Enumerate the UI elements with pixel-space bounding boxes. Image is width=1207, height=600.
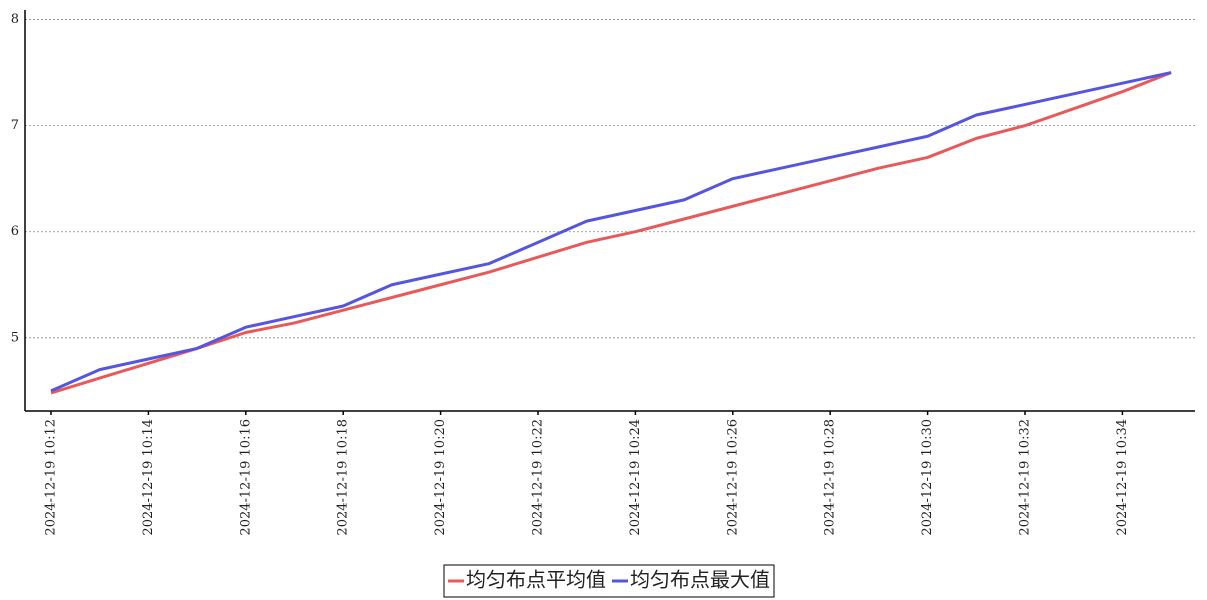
legend-label: 均匀布点最大值 (630, 568, 770, 592)
series-line (50, 71, 1172, 393)
series-line (50, 71, 1172, 395)
y-tick-label: 8 (11, 12, 19, 27)
legend-label: 均匀布点平均值 (466, 568, 606, 592)
x-tick-label: 2024-12-19 10:26 (725, 419, 740, 536)
x-tick-label: 2024-12-19 10:30 (920, 419, 935, 536)
x-tick-label: 2024-12-19 10:34 (1115, 419, 1130, 536)
x-tick-label: 2024-12-19 10:28 (823, 419, 838, 536)
x-tick-label: 2024-12-19 10:24 (628, 419, 643, 536)
x-tick-label: 2024-12-19 10:16 (238, 419, 253, 536)
y-tick-label: 7 (11, 118, 19, 133)
y-tick-label: 5 (11, 330, 19, 345)
x-tick-label: 2024-12-19 10:32 (1018, 419, 1033, 536)
legend-box (443, 564, 775, 598)
x-tick-label: 2024-12-19 10:20 (433, 419, 448, 536)
legend: 均匀布点平均值 均匀布点最大值 (443, 564, 775, 598)
x-tick-label: 2024-12-19 10:12 (44, 419, 59, 536)
x-tick-label: 2024-12-19 10:18 (336, 419, 351, 536)
x-tick-label: 2024-12-19 10:22 (531, 419, 546, 536)
y-tick-label: 6 (11, 224, 19, 239)
x-tick-label: 2024-12-19 10:14 (141, 419, 156, 536)
